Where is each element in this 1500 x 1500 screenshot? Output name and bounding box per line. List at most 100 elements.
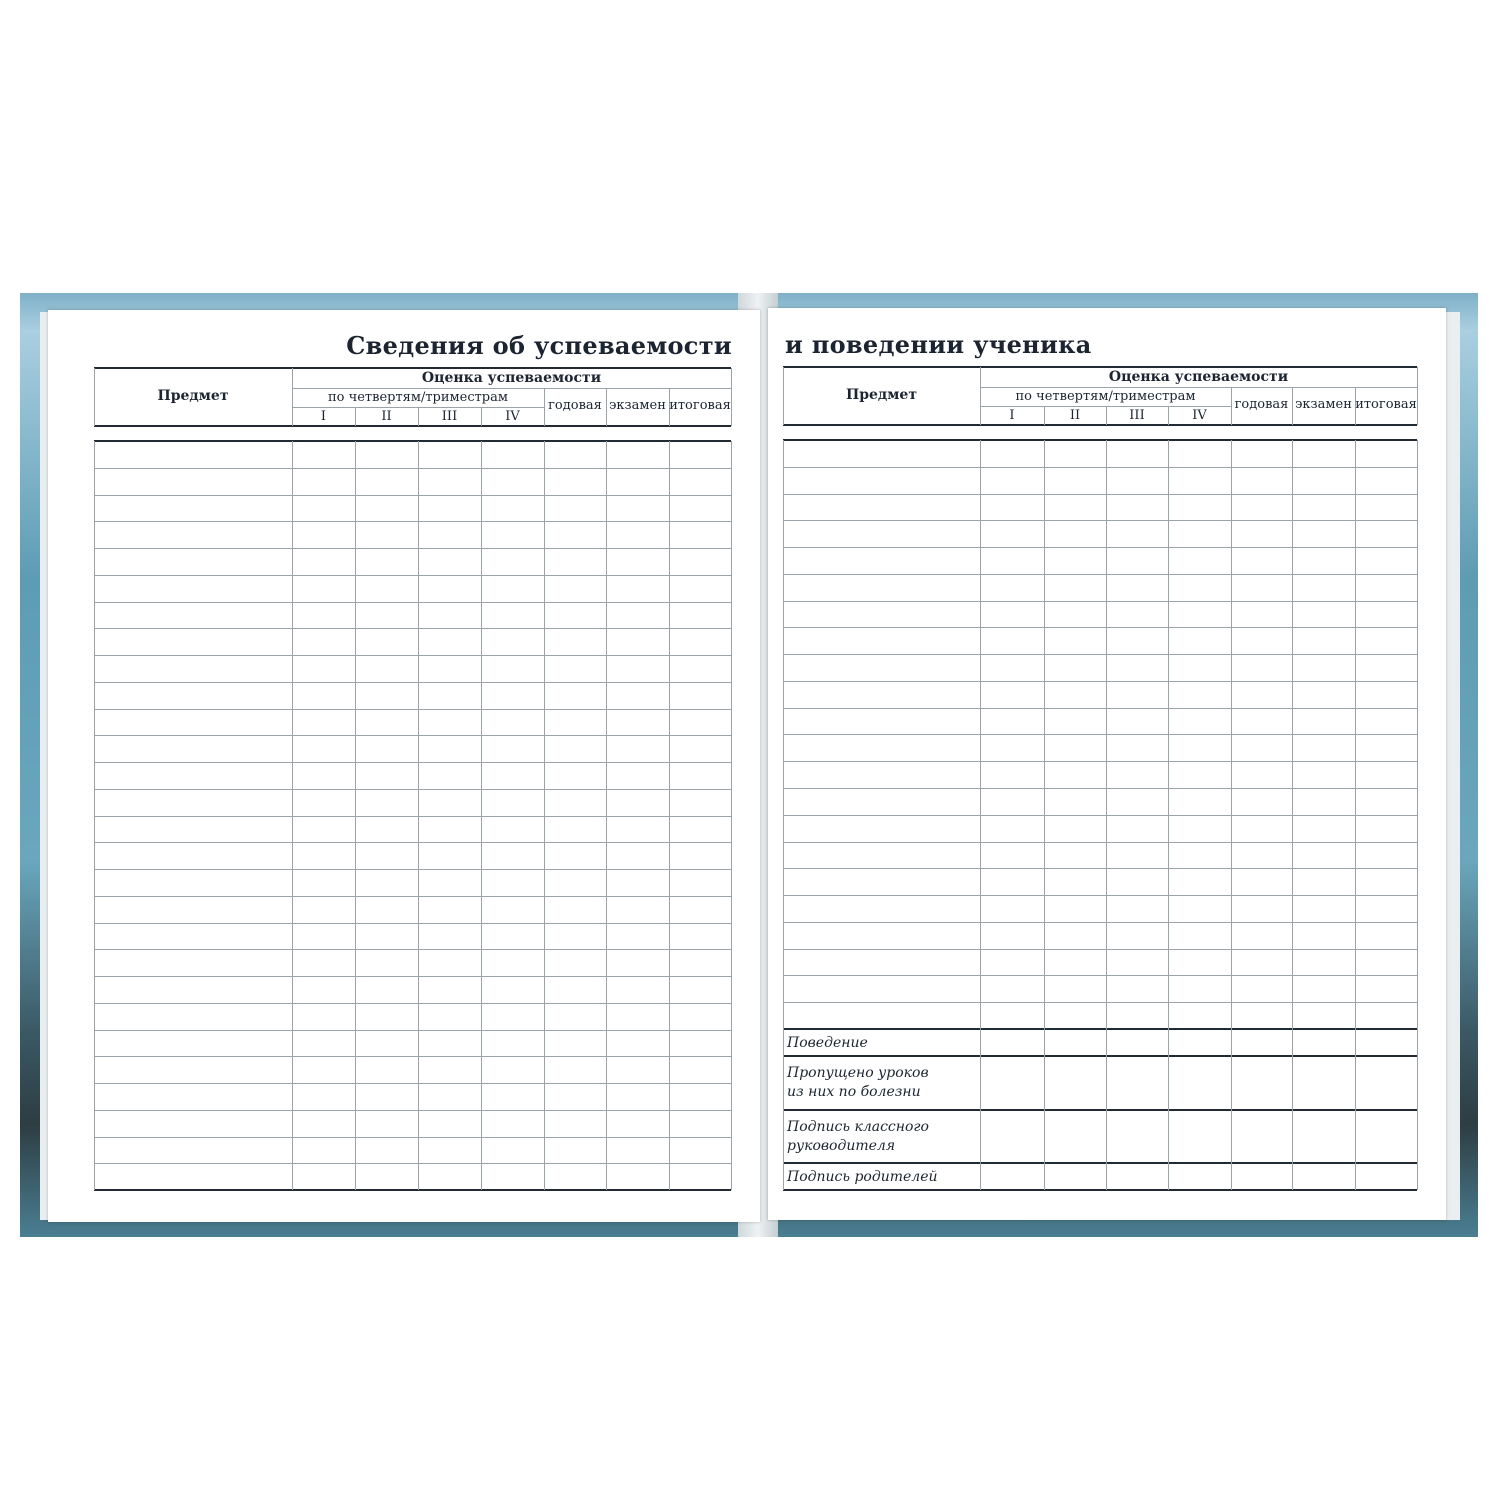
column-rule (1417, 367, 1418, 425)
column-rule (544, 388, 545, 426)
row-rule (783, 1002, 1417, 1004)
row-rule (94, 1056, 731, 1058)
column-rule (1417, 440, 1418, 1190)
quarter-header: IV (505, 409, 520, 424)
row-rule (94, 467, 731, 469)
row-rule (783, 600, 1417, 602)
column-rule (544, 441, 545, 1190)
column-rule (783, 440, 784, 1190)
column-rule (1292, 440, 1293, 1190)
thick-rule (94, 367, 731, 369)
column-rule (1355, 440, 1356, 1190)
column-rule (1168, 440, 1169, 1190)
row-rule (783, 573, 1417, 575)
column-rule (1106, 440, 1107, 1190)
quarter-header: IV (1192, 408, 1207, 423)
thick-rule (783, 1027, 1417, 1030)
subject-header: Предмет (157, 388, 229, 404)
column-rule (731, 368, 732, 426)
column-rule (94, 441, 95, 1190)
column-rule (669, 388, 670, 426)
row-rule (94, 681, 731, 683)
row-rule (292, 388, 731, 389)
column-rule (606, 441, 607, 1190)
footer-row-label-line2: руководителя (787, 1137, 896, 1154)
column-rule (1168, 406, 1169, 425)
final-header: итоговая (669, 398, 731, 413)
column-rule (94, 368, 95, 426)
footer-row-label-line1: Подпись классного (787, 1118, 929, 1135)
column-rule (1231, 440, 1232, 1190)
column-rule (1044, 406, 1045, 425)
row-rule (980, 387, 1417, 388)
row-rule (94, 842, 731, 844)
column-rule (355, 441, 356, 1190)
thick-rule (783, 1161, 1417, 1164)
row-rule (94, 655, 731, 656)
row-rule (94, 521, 731, 523)
column-rule (980, 440, 981, 1190)
row-rule (783, 975, 1417, 977)
grade-header: Оценка успеваемости (1108, 369, 1289, 385)
row-rule (94, 1163, 731, 1165)
row-rule (783, 814, 1417, 816)
row-rule (94, 976, 731, 977)
subject-header: Предмет (846, 387, 917, 403)
thick-rule (94, 425, 731, 427)
footer-row-label-line2: из них по болезни (787, 1083, 921, 1100)
quarter-header: II (1069, 408, 1081, 423)
row-rule (94, 762, 731, 763)
column-rule (783, 367, 784, 425)
by-quarter-header: по четвертям/триместрам (328, 390, 508, 405)
by-quarter-header: по четвертям/триместрам (1015, 389, 1196, 404)
row-rule (783, 627, 1417, 629)
left-page-title: Сведения об успеваемости (346, 331, 732, 360)
column-rule (1106, 406, 1107, 425)
thick-rule (94, 440, 731, 442)
thick-rule (783, 1188, 1417, 1191)
thick-rule (783, 366, 1417, 368)
quarter-header: I (320, 409, 327, 424)
column-rule (1292, 387, 1293, 425)
column-rule (292, 368, 293, 426)
row-rule (94, 815, 731, 817)
column-rule (669, 441, 670, 1190)
row-rule (783, 734, 1417, 736)
thick-rule (783, 1054, 1417, 1057)
row-rule (94, 1109, 731, 1111)
row-rule (94, 1029, 731, 1031)
thick-rule (94, 1189, 731, 1191)
row-rule (783, 493, 1417, 495)
page-edges-left (40, 312, 50, 1220)
row-rule (980, 406, 1231, 407)
row-rule (94, 869, 731, 870)
column-rule (1355, 387, 1356, 425)
column-rule (418, 441, 419, 1190)
row-rule (783, 654, 1417, 656)
row-rule (94, 1083, 731, 1084)
row-rule (94, 548, 731, 549)
column-rule (292, 441, 293, 1190)
footer-row-label-line1: Подпись родителей (787, 1168, 938, 1185)
row-rule (783, 680, 1417, 682)
column-rule (355, 407, 356, 426)
row-rule (94, 494, 731, 496)
row-rule (783, 841, 1417, 843)
row-rule (94, 628, 731, 630)
column-rule (481, 407, 482, 426)
left-page (48, 310, 760, 1222)
quarter-header: III (1129, 408, 1145, 423)
quarter-header: III (441, 409, 458, 424)
row-rule (94, 1002, 731, 1004)
row-rule (94, 922, 731, 924)
column-rule (418, 407, 419, 426)
row-rule (94, 601, 731, 603)
column-rule (606, 388, 607, 426)
row-rule (94, 708, 731, 710)
row-rule (783, 788, 1417, 789)
row-rule (94, 574, 731, 576)
right-page (768, 308, 1446, 1220)
row-rule (783, 707, 1417, 709)
column-rule (980, 367, 981, 425)
row-rule (94, 895, 731, 897)
